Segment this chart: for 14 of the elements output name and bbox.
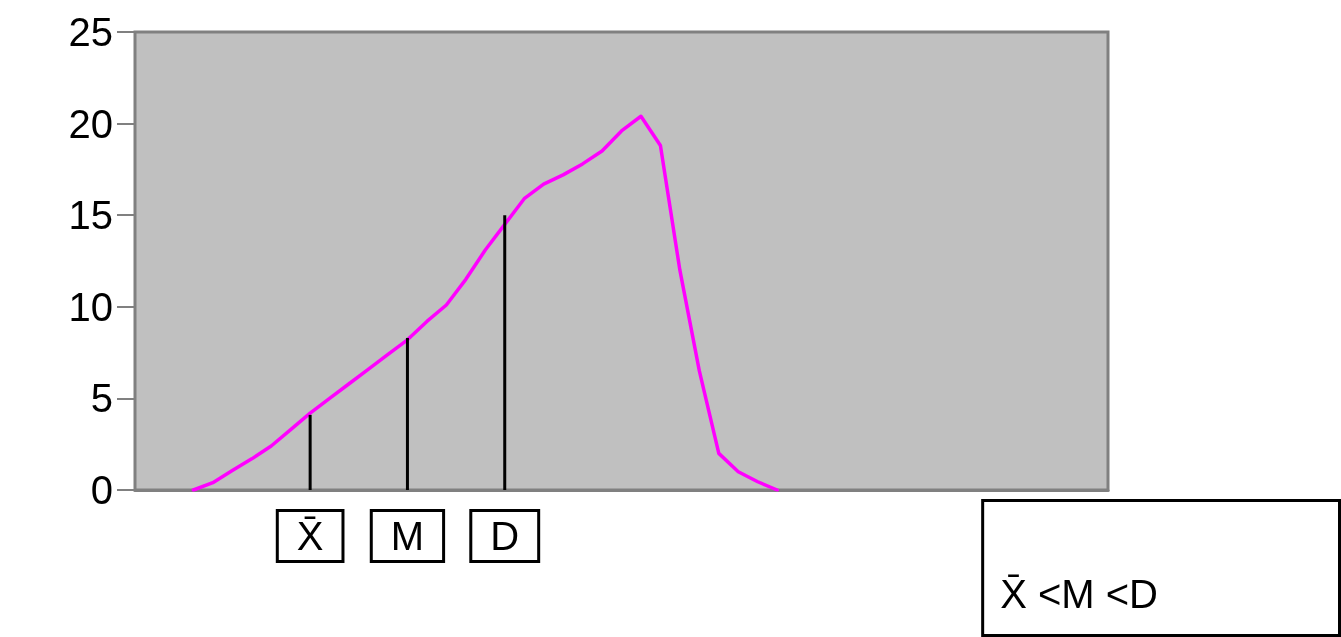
bar (308, 414, 312, 490)
y-tick-label: 10 (68, 284, 113, 329)
line-series (191, 114, 779, 492)
x-tick-label: D (490, 514, 520, 558)
y-tick-label: 5 (90, 376, 113, 421)
x-tick-label: M (390, 514, 425, 558)
y-tick-label: 25 (68, 10, 113, 54)
bar (503, 215, 507, 490)
bar (405, 337, 409, 490)
y-tick-label: 0 (90, 468, 113, 512)
y-tick-label: 20 (68, 101, 113, 146)
y-tick-label: 15 (68, 193, 113, 238)
x-tick-label: X̄ (296, 514, 324, 558)
text: X̄ <M <D (1000, 572, 1159, 616)
